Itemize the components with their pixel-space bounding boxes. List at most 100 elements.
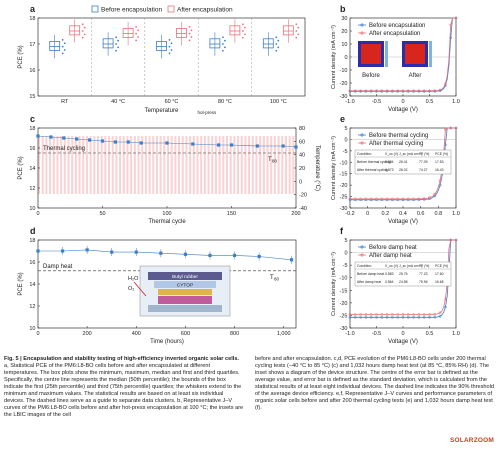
pce-line [38, 249, 292, 261]
jv-series-marker [438, 314, 442, 318]
thermal-cycle-band [133, 136, 136, 194]
box-point [222, 49, 224, 52]
legend-swatch-before [91, 5, 99, 13]
thermal-cycle-band [82, 136, 85, 194]
panel-c-y-tick-label: 16 [29, 146, 35, 152]
box-point [190, 29, 193, 32]
panel-d-y-tick-label: 16 [29, 260, 35, 266]
jv-series-marker [364, 313, 368, 316]
box-point [135, 25, 138, 28]
thermal-cycle-band [52, 136, 55, 194]
panel-c-x-tick-label: 0 [36, 211, 39, 217]
table-cell: 77.09 [419, 160, 428, 164]
panel-d-x-tick-label: 600 [181, 331, 190, 337]
jv-series-marker [433, 312, 437, 316]
jv-series-marker [444, 305, 447, 309]
table-cell: 17.53 [435, 160, 444, 164]
panel-a-xlabel: Temperature [145, 108, 179, 114]
table-cell: Before damp heat [357, 272, 384, 276]
jv-series-marker [401, 315, 405, 319]
jv-series-marker [359, 313, 362, 316]
table-cell: 25.76 [399, 272, 408, 276]
barrier-arrow [133, 281, 147, 297]
thermal-cycle-band [85, 136, 88, 194]
panel-f-y-tick-label: -30 [340, 326, 348, 332]
pce-point [36, 249, 40, 253]
panel-a-frame [37, 17, 306, 97]
panel-d-t80-sub: 80 [274, 276, 280, 281]
jv-series-marker [385, 89, 389, 93]
box-point [244, 33, 246, 36]
legend-label-f: Before damp heat [369, 245, 417, 251]
thermal-cycle-band [159, 136, 162, 194]
thermal-cycle-band [251, 136, 254, 194]
table-cell: 75.96 [419, 280, 428, 284]
thermal-cycle-band [284, 136, 287, 194]
table-cell: 24.58 [399, 280, 408, 284]
thermal-cycle-band [126, 136, 129, 194]
panel-c-y-tick-label: 14 [29, 166, 35, 172]
jv-series-marker [417, 89, 421, 93]
panel-d-annotation: Damp heat [43, 264, 73, 270]
pce-point [49, 135, 53, 139]
panel-e-y-tick-label: 5 [344, 126, 347, 132]
jv-series-marker [348, 89, 352, 93]
jv-series-marker [428, 196, 431, 199]
pce-point [229, 143, 234, 147]
thermal-cycle-band [225, 136, 228, 194]
jv-series-marker [438, 311, 442, 315]
panel-b-xlabel: Voltage (V) [388, 107, 418, 113]
thermal-cycle-band [277, 136, 280, 194]
thermal-cycle-band [229, 136, 232, 194]
box-body [282, 25, 294, 36]
panel-d-y-tick-label: 18 [29, 238, 35, 244]
jv-series-marker [396, 197, 400, 201]
layer-active [158, 296, 212, 304]
thermal-cycle-band [288, 136, 291, 194]
jv-series-marker [438, 179, 442, 182]
panel-c-annotation: Thermal cycling [43, 146, 85, 152]
panel-d-x-tick-label: 200 [83, 331, 92, 337]
panel-b-y-tick-label: 20 [341, 29, 347, 35]
pce-point [139, 141, 143, 145]
watermark: SOLARZOOM [449, 437, 494, 444]
panel-f-y-tick-label: -15 [340, 288, 348, 294]
thermal-cycle-band [144, 136, 147, 194]
lbic-colorbar [429, 41, 432, 67]
panel-c-x-tick-label: 100 [162, 211, 171, 217]
pce-point [289, 258, 294, 262]
panel-c-y2-tick-label: 40 [299, 153, 305, 159]
panel-c-x-tick-label: 50 [99, 211, 105, 217]
jv-series-marker [369, 315, 373, 319]
table-header-cell: V_oc (V) [385, 152, 398, 156]
panel-a-category-label: 80 °C [218, 99, 232, 105]
parameter-table-f: Condition V_oc (V) J_sc (mA cm⁻²)FF (%) PCE… [354, 261, 452, 287]
jv-series-marker [449, 23, 453, 27]
panel-f-y-tick-label: 5 [344, 238, 347, 244]
jv-series-marker [401, 197, 405, 201]
table-header-cell: Condition [357, 264, 371, 268]
layer-butyl-rubber [148, 272, 222, 280]
panel-label-f: f [340, 226, 344, 236]
panel-f-x-tick-label: 0 [401, 331, 404, 337]
jv-series-line [350, 127, 456, 200]
thermal-cycle-band [273, 136, 276, 194]
jv-series-marker [412, 315, 415, 319]
lbic-colorbar [385, 41, 388, 67]
panel-f-y-tick-label: -25 [340, 313, 348, 319]
thermal-cycle-band [237, 136, 240, 194]
jv-series-marker [449, 36, 453, 40]
panel-label-a: a [30, 4, 36, 14]
panel-c-y2-tick-label: 80 [299, 126, 305, 132]
thermal-cycle-band [78, 136, 81, 194]
box-point [135, 32, 138, 35]
thermal-cycle-band [89, 136, 92, 194]
thermal-cycle-band [155, 136, 158, 194]
figure-canvas: a 15 16 17 18 PCE (%) Before encapsulation Afte… [18, 4, 460, 345]
table-cell: 26.41 [399, 160, 408, 164]
thermal-cycle-band [189, 136, 192, 194]
panel-e-ylabel: Current density (mA cm⁻²) [331, 136, 337, 200]
box-point [277, 46, 280, 49]
box-point [170, 42, 173, 45]
box-point [63, 49, 66, 51]
